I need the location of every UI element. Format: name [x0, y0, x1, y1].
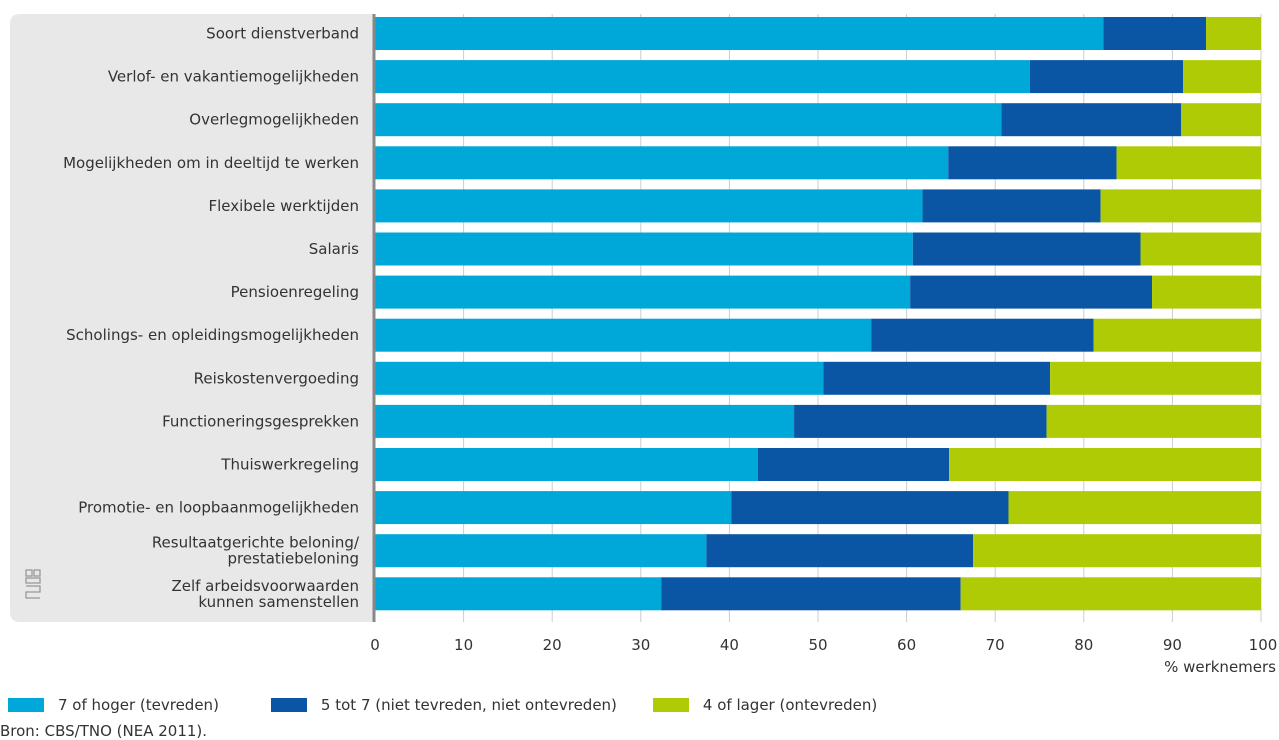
category-label: Functioneringsgesprekken [162, 412, 359, 430]
category-label: Promotie- en loopbaanmogelijkheden [78, 499, 359, 517]
bar-ontevreden [1152, 275, 1261, 309]
category-label: Flexibele werktijden [208, 197, 359, 215]
bar-neutraal [1103, 17, 1207, 50]
bar-ontevreden [1183, 60, 1261, 94]
bar-neutraal [948, 146, 1117, 180]
bar-neutraal [912, 232, 1141, 266]
category-labels: Soort dienstverband Verlof- en vakantiemo… [63, 25, 360, 611]
category-label: Thuiswerkregeling [220, 456, 359, 474]
bar-neutraal [871, 318, 1094, 352]
bar-neutraal [1001, 103, 1182, 137]
bar-ontevreden [1181, 103, 1261, 137]
bar-tevreden [375, 361, 824, 395]
bar-neutraal [1029, 60, 1184, 94]
category-label: Pensioenregeling [231, 283, 359, 301]
bar-tevreden [375, 404, 795, 438]
x-tick-label: 50 [808, 636, 827, 654]
cbs-logo-icon [25, 569, 41, 599]
bar-ontevreden [1046, 404, 1261, 438]
bar-tevreden [375, 232, 913, 266]
bar-tevreden [375, 275, 911, 309]
bar-neutraal [757, 448, 950, 481]
bar-ontevreden [1008, 491, 1261, 525]
legend: 7 of hoger (tevreden) 5 tot 7 (niet tevr… [8, 696, 877, 714]
bar-ontevreden [973, 534, 1261, 568]
bar-neutraal [706, 534, 974, 568]
stacked-bar-chart: Soort dienstverband Verlof- en vakantiemo… [10, 14, 1277, 676]
legend-label-neutraal: 5 tot 7 (niet tevreden, niet ontevreden) [320, 696, 617, 714]
bar-ontevreden [1100, 189, 1261, 223]
legend-label-tevreden: 7 of hoger (tevreden) [58, 696, 219, 714]
x-tick-label: 20 [543, 636, 562, 654]
bar-tevreden [375, 103, 1002, 137]
bar-tevreden [375, 17, 1104, 50]
bar-neutraal [661, 577, 961, 611]
category-label-line: Resultaatgerichte beloning/ [152, 534, 360, 552]
bar-tevreden [375, 189, 923, 223]
bar-tevreden [375, 491, 732, 525]
legend-item-tevreden: 7 of hoger (tevreden) [8, 696, 219, 714]
x-tick-label: 70 [986, 636, 1005, 654]
category-label-panel [10, 14, 374, 622]
bar-ontevreden [1093, 318, 1261, 352]
category-label: Scholings- en opleidingsmogelijkheden [66, 326, 359, 344]
legend-item-neutraal: 5 tot 7 (niet tevreden, niet ontevreden) [270, 696, 617, 714]
category-label: Mogelijkheden om in deeltijd te werken [63, 154, 359, 172]
category-label: Resultaatgerichte beloning/prestatiebelo… [152, 534, 360, 568]
legend-swatch-ontevreden [652, 698, 689, 712]
category-label: Salaris [309, 240, 359, 258]
bar-neutraal [823, 361, 1051, 395]
bar-tevreden [375, 534, 707, 568]
bar-ontevreden [960, 577, 1261, 611]
bar-ontevreden [949, 448, 1261, 481]
x-axis-title: % werknemers [1164, 658, 1276, 676]
x-tick-label: 100 [1249, 636, 1278, 654]
bar-neutraal [731, 491, 1009, 525]
x-tick-label: 10 [454, 636, 473, 654]
category-label: Zelf arbeidsvoorwaarden kunnen samenstell… [171, 577, 359, 611]
category-label: Reiskostenvergoeding [194, 369, 359, 387]
x-tick-label: 0 [370, 636, 380, 654]
x-tick-label: 40 [720, 636, 739, 654]
source-note: Bron: CBS/TNO (NEA 2011). [0, 722, 208, 740]
bar-neutraal [910, 275, 1153, 309]
bar-ontevreden [1116, 146, 1261, 180]
bar-tevreden [375, 60, 1030, 94]
category-label: Verlof- en vakantiemogelijkheden [108, 68, 359, 86]
legend-swatch-neutraal [270, 698, 307, 712]
category-label: Overlegmogelijkheden [189, 111, 359, 129]
bar-tevreden [375, 318, 872, 352]
category-label-line: kunnen samenstellen [198, 593, 359, 611]
bar-tevreden [375, 146, 949, 180]
bar-ontevreden [1140, 232, 1261, 266]
x-tick-label: 30 [631, 636, 650, 654]
bar-tevreden [375, 448, 758, 481]
x-tick-labels: 0 10 20 30 40 50 60 70 80 90 100 [370, 636, 1277, 654]
category-label-line: Zelf arbeidsvoorwaarden [171, 577, 359, 595]
category-label-line: prestatiebeloning [227, 550, 359, 568]
bar-neutraal [794, 404, 1047, 438]
bar-neutraal [922, 189, 1101, 223]
bar-tevreden [375, 577, 662, 611]
legend-label-ontevreden: 4 of lager (ontevreden) [702, 696, 878, 714]
legend-swatch-tevreden [8, 698, 44, 712]
x-tick-label: 90 [1163, 636, 1182, 654]
category-label: Soort dienstverband [206, 25, 359, 43]
bar-ontevreden [1050, 361, 1261, 395]
legend-item-ontevreden: 4 of lager (ontevreden) [652, 696, 878, 714]
x-tick-label: 80 [1074, 636, 1093, 654]
x-tick-label: 60 [897, 636, 916, 654]
bar-ontevreden [1206, 17, 1261, 50]
bars [375, 17, 1261, 611]
